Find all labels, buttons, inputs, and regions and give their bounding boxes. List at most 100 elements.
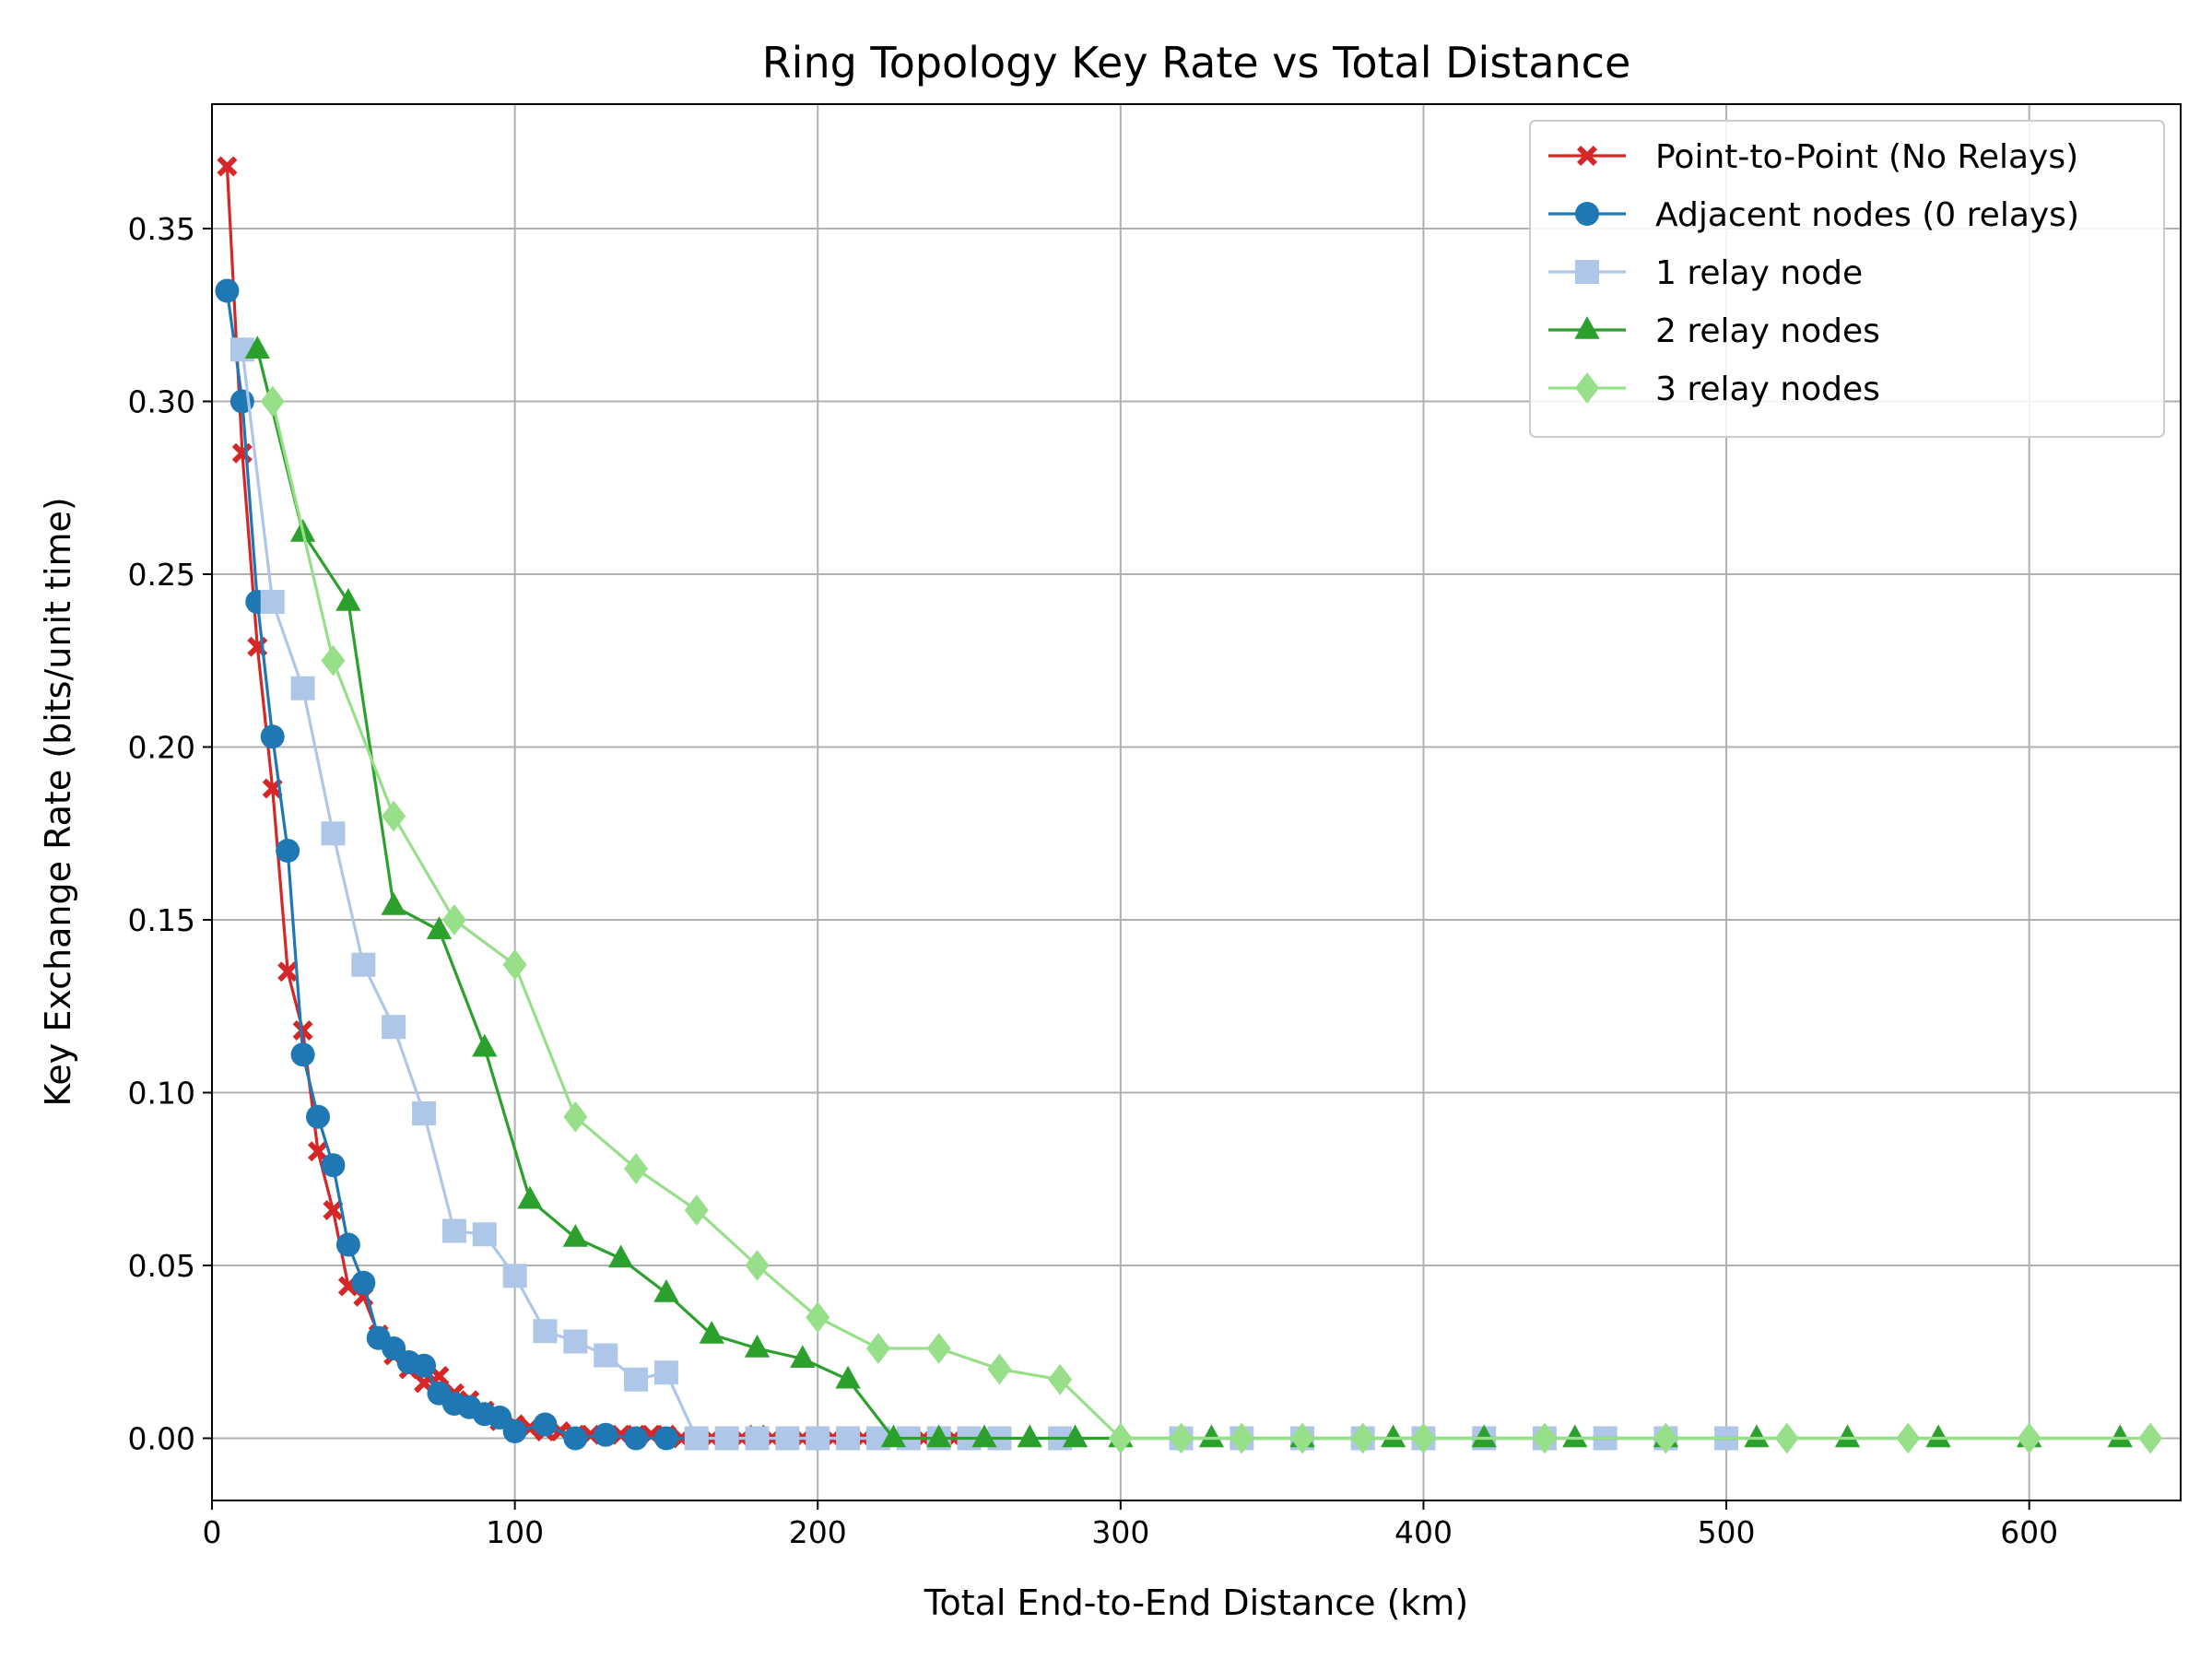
plot-frame [211, 103, 2182, 1501]
data-point [426, 916, 453, 939]
data-point [1774, 1422, 1799, 1454]
data-point [502, 1419, 527, 1443]
data-point [533, 1319, 558, 1344]
legend-item: Point-to-Point (No Relays) [1548, 138, 2078, 176]
data-point [865, 1333, 890, 1364]
data-point [323, 1200, 344, 1220]
data-point [624, 1367, 649, 1392]
legend-item: 2 relay nodes [1548, 312, 1880, 350]
data-point [1532, 1422, 1557, 1454]
data-point [2107, 1424, 2133, 1448]
data-point [321, 1153, 346, 1178]
data-point [1411, 1422, 1436, 1454]
data-point [260, 724, 285, 749]
x-tick-label: 600 [2000, 1514, 2058, 1550]
data-point [292, 1020, 313, 1041]
data-point [607, 1244, 634, 1268]
y-tick-label: 0.10 [128, 1076, 195, 1112]
data-point [775, 1426, 800, 1451]
data-point [472, 1222, 497, 1247]
data-point [517, 1185, 543, 1209]
data-point [215, 278, 240, 303]
data-point [502, 948, 527, 981]
data-point [836, 1426, 861, 1451]
data-point [308, 1141, 329, 1162]
data-point [335, 1232, 360, 1257]
legend-box [1529, 120, 2165, 438]
legend: Point-to-Point (No Relays) Adjacent nodes… [1529, 120, 2165, 438]
series-line [271, 401, 2151, 1441]
data-point [624, 1426, 649, 1451]
y-tick-label: 0.25 [128, 557, 195, 593]
data-point [880, 1424, 907, 1448]
data-point [441, 1218, 466, 1243]
y-axis-label: Key Exchange Rate (bits/unit time) [38, 497, 78, 1106]
data-point [1380, 1424, 1406, 1448]
data-point [412, 1101, 437, 1125]
y-tick-label: 0.05 [128, 1248, 195, 1284]
legend-marker [1574, 316, 1600, 339]
data-point [1230, 1422, 1254, 1454]
data-point [1744, 1424, 1770, 1448]
data-point [563, 1426, 588, 1451]
data-point [1653, 1422, 1678, 1454]
data-point [1048, 1363, 1073, 1395]
data-point [277, 961, 299, 982]
data-point [624, 1153, 649, 1184]
data-point [1925, 1424, 1951, 1448]
legend-marker [1575, 202, 1599, 226]
data-point [276, 839, 300, 863]
legend-item: 3 relay nodes [1548, 371, 1880, 408]
data-point [594, 1343, 618, 1368]
data-point [217, 156, 238, 177]
data-point [926, 1333, 951, 1364]
x-tick-label: 0 [203, 1514, 222, 1550]
chart-title: Ring Topology Key Rate vs Total Distance [762, 38, 1631, 88]
legend-marker [1577, 146, 1597, 166]
legend-label: 3 relay nodes [1655, 371, 1880, 408]
x-tick-label: 200 [789, 1514, 847, 1550]
legend-marker [1575, 260, 1599, 284]
legend-marker [1575, 372, 1599, 404]
data-point [244, 335, 270, 359]
x-tick-label: 300 [1091, 1514, 1149, 1550]
data-point [382, 1336, 406, 1360]
data-point [335, 588, 361, 611]
data-point [1562, 1424, 1588, 1448]
data-point [306, 1104, 331, 1129]
data-point [321, 644, 346, 677]
data-point [1896, 1422, 1921, 1454]
data-point [382, 800, 406, 832]
data-point [563, 1329, 588, 1354]
series-5 [260, 385, 2163, 1454]
data-point [745, 1250, 770, 1281]
data-point [1350, 1422, 1375, 1454]
data-point [351, 952, 376, 977]
data-point [502, 1264, 527, 1288]
legend-label: Point-to-Point (No Relays) [1655, 138, 2078, 176]
data-point [971, 1424, 997, 1448]
data-point [1017, 1424, 1042, 1448]
data-point [653, 1279, 679, 1302]
data-point [321, 821, 346, 846]
legend-label: Adjacent nodes (0 relays) [1655, 196, 2079, 234]
x-axis-label: Total End-to-End Distance (km) [924, 1583, 1469, 1623]
data-point [381, 892, 406, 915]
data-point [1834, 1424, 1861, 1448]
y-tick-label: 0.35 [128, 211, 195, 247]
data-point [351, 1270, 376, 1295]
data-point [412, 1353, 437, 1378]
data-point [441, 904, 466, 935]
data-point [790, 1345, 816, 1368]
legend-label: 1 relay node [1655, 254, 1863, 292]
x-tick-label: 100 [486, 1514, 544, 1550]
data-point [987, 1353, 1012, 1385]
data-point [488, 1406, 512, 1430]
data-point [714, 1426, 739, 1451]
data-point [290, 676, 315, 700]
data-point [926, 1424, 952, 1448]
data-point [653, 1360, 678, 1385]
y-tick-label: 0.15 [128, 902, 195, 938]
data-point [562, 1224, 588, 1247]
data-point [699, 1321, 724, 1344]
